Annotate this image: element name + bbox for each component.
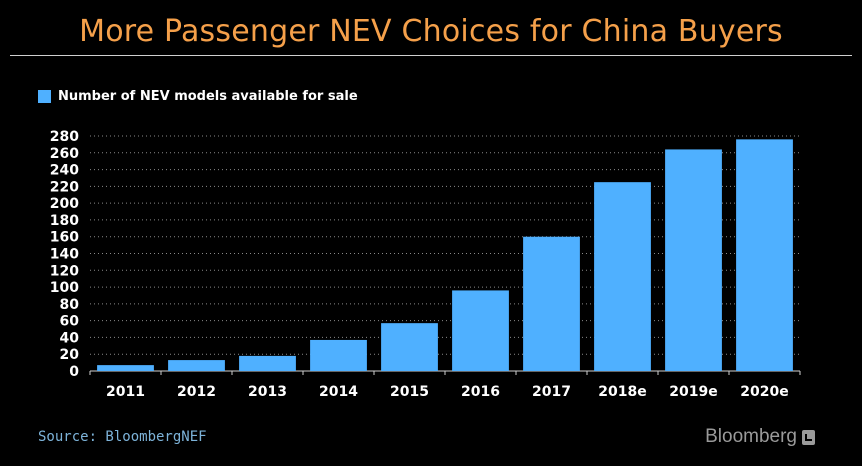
bloomberg-chart-icon [802,429,815,445]
x-tick-label: 2016 [461,384,500,400]
bar [310,339,367,371]
legend-swatch [38,90,51,103]
chart-title: More Passenger NEV Choices for China Buy… [79,14,783,49]
y-tick-label: 120 [50,263,79,279]
legend-label: Number of NEV models available for sale [58,89,358,104]
bar [97,365,154,371]
x-tick-label: 2015 [390,384,429,400]
bar [239,355,296,371]
y-tick-label: 160 [50,230,79,246]
y-tick-label: 0 [69,364,79,380]
y-tick-label: 180 [50,213,79,229]
x-tick-label: 2019e [669,384,717,400]
bar [665,149,722,371]
x-tick-label: 2014 [319,384,358,400]
x-tick-label: 2020e [740,384,788,400]
bar [523,236,580,371]
y-tick-label: 80 [60,297,80,313]
y-tick-label: 100 [50,280,79,296]
x-tick-label: 2011 [106,384,145,400]
bar [168,360,225,371]
y-tick-label: 140 [50,247,79,263]
bar [594,182,651,371]
y-tick-label: 260 [50,146,79,162]
source-note: Source: BloombergNEF [38,429,207,445]
y-tick-label: 240 [50,163,79,179]
brand-name: Bloomberg [705,426,797,447]
y-tick-label: 60 [60,314,80,330]
y-tick-label: 220 [50,179,79,195]
title-divider [10,55,852,56]
x-tick-label: 2017 [532,384,571,400]
y-tick-label: 20 [60,347,80,363]
x-tick-label: 2012 [177,384,216,400]
legend: Number of NEV models available for sale [38,89,358,104]
y-tick-label: 280 [50,129,79,145]
bar [452,290,509,371]
y-tick-label: 200 [50,196,79,212]
x-tick-label: 2013 [248,384,287,400]
x-tick-label: 2018e [598,384,646,400]
bar [381,323,438,371]
y-tick-label: 40 [60,330,80,346]
bar [736,139,793,371]
brand-logo: Bloomberg [705,426,815,448]
